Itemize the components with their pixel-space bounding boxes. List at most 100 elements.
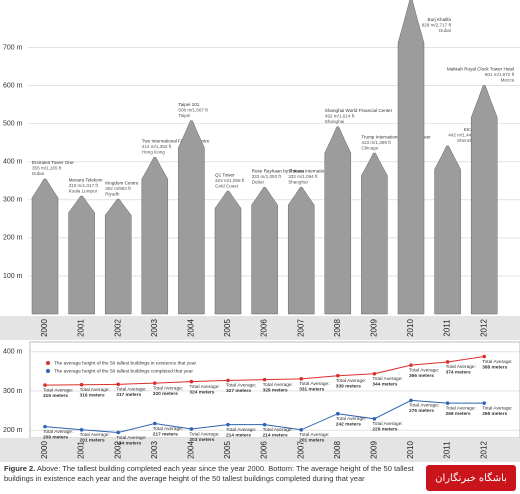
caption: Figure 2. Above: The tallest building co… [4,464,444,483]
building [214,190,242,315]
year-label: 2009 [370,441,379,459]
value-label: 229 meters [372,427,397,433]
building-city: Mecca [501,78,515,83]
data-point [43,424,47,429]
value-label-prefix: Total Average: [336,416,366,422]
year-label: 2010 [406,441,415,459]
year-label: 2011 [443,441,452,459]
year-label: 2005 [223,319,232,337]
value-label-prefix: Total Average: [409,403,439,409]
building-name: Two International Finance Centre [142,138,210,143]
value-label-prefix: Total Average: [226,383,256,389]
building-height: 442 m/1,449 ft [448,133,478,138]
building [361,152,388,315]
building [251,187,278,315]
data-point [336,373,340,378]
legend-label: The average height of the 50 tallest bui… [54,368,193,374]
value-label-prefix: Total Average: [263,382,293,388]
year-label: 2003 [150,319,159,337]
building-city: Shanghai [325,119,344,124]
legend-label: The average height of the 50 tallest bui… [54,360,197,366]
data-point [372,371,377,376]
value-label-prefix: Total Average: [189,384,219,390]
year-label: 2003 [150,441,159,459]
data-point [189,379,194,384]
value-label-prefix: Total Average: [116,435,146,441]
year-label: 2004 [187,319,196,337]
year-label: 2006 [260,319,269,337]
value-label-prefix: Total Average: [482,359,512,365]
data-point [153,421,157,426]
data-point [153,381,157,385]
year-label: 2000 [40,319,49,337]
data-point [299,427,304,432]
value-label: 194 meters [116,440,141,446]
building-name: Emirates Tower One [32,160,74,165]
value-label: 242 meters [336,421,361,427]
value-label-prefix: Total Average: [336,378,366,384]
building [324,126,352,315]
value-label-prefix: Total Average: [299,381,329,387]
building-name: KK100 [464,127,478,132]
data-point [226,378,230,383]
value-label: 331 meters [299,387,324,393]
building-height: 323 m/1,058 ft [215,178,245,183]
data-point [299,377,304,381]
building-city: Dubai [32,171,44,176]
y-tick-label: 100 m [3,273,23,280]
value-label-prefix: Total Average: [226,427,256,433]
value-label: 269 meters [446,411,471,417]
caption-lead: Figure 2. [4,464,36,473]
value-label: 276 meters [409,408,434,414]
value-label: 339 meters [336,383,361,389]
building-height: 423 m/1,389 ft [361,140,391,145]
value-label: 344 meters [372,382,397,388]
building-city: Kuala Lumpur [69,188,98,193]
data-point [43,383,47,387]
value-label-prefix: Total Average: [80,387,110,393]
year-label: 2009 [370,319,379,337]
building-name: Makkah Royal Clock Tower Hotel [447,67,514,72]
building [397,0,425,315]
value-label: 317 meters [116,392,141,398]
year-label: 2012 [479,319,488,337]
value-label-prefix: Total Average: [116,387,146,393]
year-strip [0,316,520,340]
value-label: 374 meters [446,370,471,376]
value-label-prefix: Total Average: [263,427,293,433]
value-label: 320 meters [153,391,178,397]
legend-marker [46,369,50,373]
data-point [445,401,450,405]
year-label: 2004 [187,441,196,459]
y-tick-label: 600 m [3,83,23,90]
value-label: 209 meters [43,434,68,440]
y-tick-label: 300 m [3,388,23,395]
value-label: 324 meters [189,389,214,395]
value-label: 315 meters [43,393,68,399]
y-tick-label: 400 m [3,349,23,356]
caption-text: Above: The tallest building completed ea… [4,464,414,483]
value-label-prefix: Total Average: [80,432,110,438]
building-city: Dubai [439,28,451,33]
building [68,195,95,315]
value-label: 388 meters [482,364,507,370]
building-height: 412 m/1,352 ft [142,144,172,149]
building-city: Shanghai [288,180,307,185]
building [104,198,132,315]
value-label-prefix: Total Average: [43,387,73,393]
building-city: Hong Kong [142,149,165,154]
building-name: Kingdom Centre [105,180,139,185]
data-point [79,427,84,432]
value-label-prefix: Total Average: [153,385,183,391]
building [178,120,205,315]
building-name: Shimao International Plaza [288,169,343,174]
data-point [409,363,413,367]
building-city: Gold Coast [215,183,239,188]
data-point [409,398,413,403]
data-point [189,427,194,431]
value-label-prefix: Total Average: [153,426,183,432]
y-tick-label: 200 m [3,235,23,242]
value-label: 269 meters [482,411,507,417]
value-label: 327 meters [226,388,251,394]
